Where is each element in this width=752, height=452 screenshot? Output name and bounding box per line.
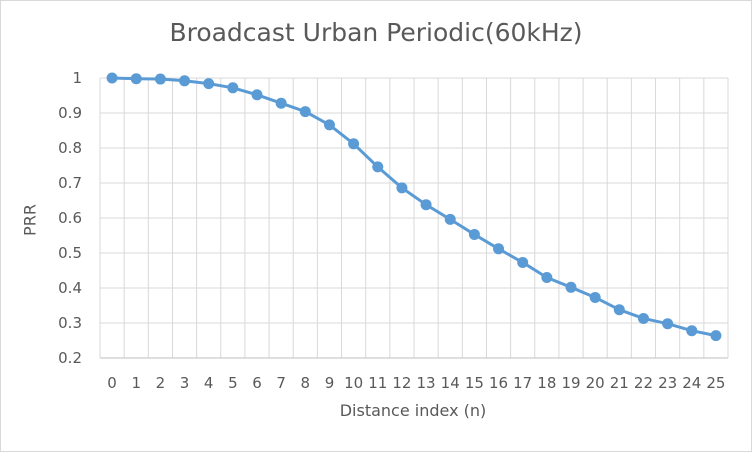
data-point [372, 161, 384, 173]
x-tick-label: 21 [610, 374, 629, 392]
y-tick-label: 0.3 [58, 314, 82, 332]
data-point [662, 318, 674, 330]
x-tick-label: 5 [228, 374, 238, 392]
data-point [396, 182, 408, 194]
axes [99, 78, 729, 359]
x-tick-label: 23 [658, 374, 677, 392]
data-point [154, 73, 166, 85]
data-point [323, 119, 335, 131]
data-point [251, 89, 263, 101]
data-point [348, 138, 360, 150]
data-point [106, 72, 118, 84]
x-tick-label: 8 [301, 374, 311, 392]
x-tick-label: 4 [204, 374, 214, 392]
grid [100, 77, 728, 358]
x-tick-label: 20 [586, 374, 605, 392]
data-point [686, 325, 698, 337]
x-tick-label: 1 [131, 374, 141, 392]
x-tick-label: 13 [417, 374, 436, 392]
x-tick-label: 22 [634, 374, 653, 392]
y-tick-label: 0.4 [58, 279, 82, 297]
chart-title: Broadcast Urban Periodic(60kHz) [169, 18, 583, 47]
data-point [613, 304, 625, 316]
data-point [589, 291, 601, 303]
data-point [541, 272, 553, 283]
x-tick-label: 15 [465, 374, 484, 392]
data-point [710, 330, 722, 342]
data-point [637, 312, 649, 324]
data-point [275, 97, 287, 109]
data-point [420, 199, 432, 211]
y-tick-label: 0.7 [58, 174, 82, 192]
x-tick-label: 16 [489, 374, 508, 392]
tick-labels: 0.20.30.40.50.60.70.80.910 1 2 3 4 5 6 7 8 9 10 11 1… [58, 69, 725, 392]
x-tick-label: 17 [513, 374, 532, 392]
y-tick-label: 0.6 [58, 209, 82, 227]
y-tick-label: 1 [72, 69, 82, 87]
data-point [517, 256, 529, 268]
x-tick-label: 7 [276, 374, 286, 392]
x-tick-label: 24 [682, 374, 701, 392]
x-tick-label: 12 [392, 374, 411, 392]
data-point [227, 82, 239, 94]
data-point [444, 213, 456, 225]
x-axis-label: Distance index (n) [339, 401, 487, 420]
x-tick-label: 10 [344, 374, 363, 392]
x-tick-label: 3 [180, 374, 190, 392]
x-tick-label: 6 [252, 374, 262, 392]
data-point [203, 78, 215, 90]
x-tick-label: 11 [368, 374, 387, 392]
data-point [179, 75, 191, 87]
data-point [299, 106, 311, 118]
y-tick-label: 0.9 [58, 104, 82, 122]
data-point [130, 73, 142, 85]
y-tick-label: 0.8 [58, 139, 82, 157]
y-tick-label: 0.2 [58, 349, 82, 367]
x-tick-label: 9 [325, 374, 335, 392]
y-tick-label: 0.5 [58, 244, 82, 262]
data-point [493, 243, 505, 255]
series [106, 72, 722, 342]
x-tick-label: 14 [441, 374, 460, 392]
x-tick-label: 2 [156, 374, 166, 392]
x-tick-label: 18 [537, 374, 556, 392]
x-tick-label: 25 [706, 374, 725, 392]
data-point [565, 281, 577, 293]
x-tick-label: 19 [561, 374, 580, 392]
x-tick-label: 0 [107, 374, 117, 392]
data-point [468, 228, 480, 240]
